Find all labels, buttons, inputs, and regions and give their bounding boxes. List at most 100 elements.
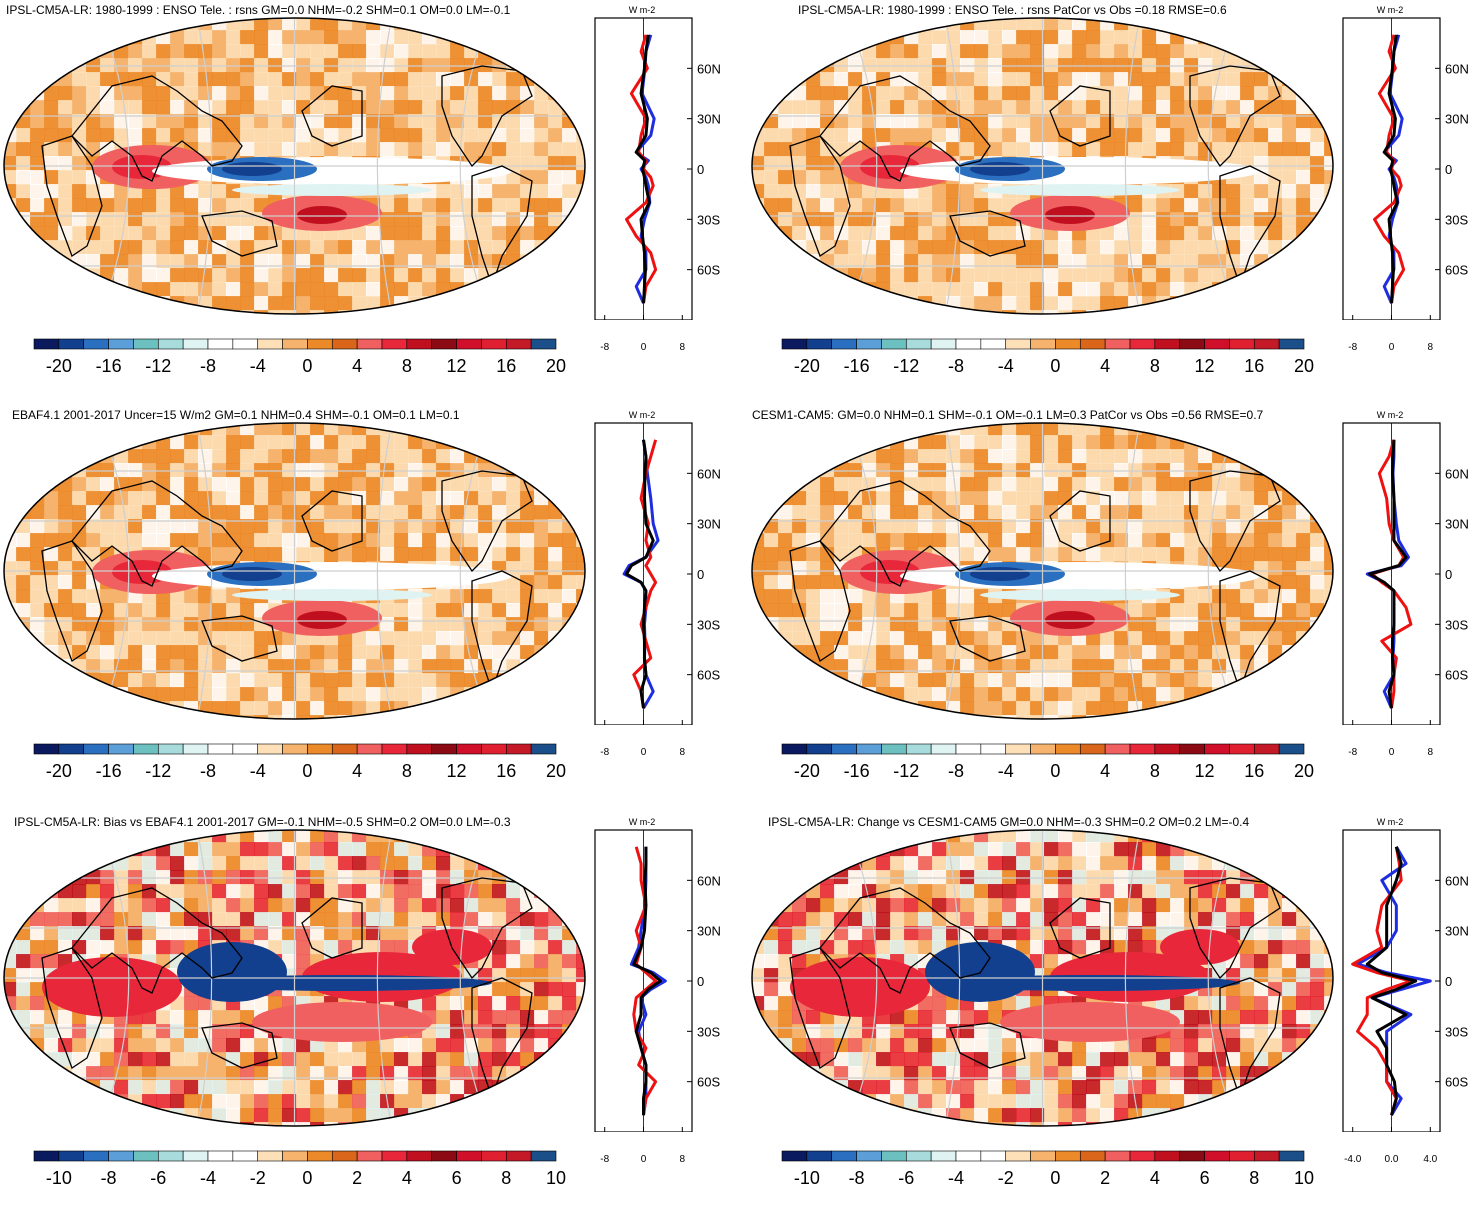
- zonal-lat-tick: 0: [697, 567, 704, 582]
- colorbar-swatch: [1254, 339, 1279, 349]
- colorbar-swatch: [1155, 339, 1180, 349]
- colorbar-swatch: [357, 1151, 382, 1161]
- colorbar-label: -16: [844, 761, 870, 781]
- colorbar-swatch: [906, 1151, 931, 1161]
- zonal-lat-tick: 30N: [697, 924, 721, 939]
- colorbar-swatch: [1254, 1151, 1279, 1161]
- colorbar-swatch: [782, 744, 807, 754]
- zonal-lat-tick: 30S: [1445, 212, 1468, 227]
- zonal-x-tick: 0: [641, 342, 647, 353]
- colorbar-swatch: [1055, 744, 1080, 754]
- colorbar-swatch: [183, 1151, 208, 1161]
- zonal-lat-tick: 30S: [1445, 617, 1468, 632]
- colorbar-swatch: [881, 744, 906, 754]
- colorbar-swatch: [283, 339, 308, 349]
- colorbar-label: -12: [893, 761, 919, 781]
- colorbar-label: -20: [46, 356, 72, 376]
- colorbar-label: -6: [898, 1168, 914, 1188]
- zonal-lat-tick: 30N: [697, 517, 721, 532]
- zonal-lat-tick: 60N: [697, 61, 721, 76]
- zonal-lat-tick: 60S: [1445, 1075, 1468, 1090]
- zonal-unit-label: W m-2: [629, 410, 656, 420]
- colorbar-swatch: [1006, 744, 1031, 754]
- panel-title: IPSL-CM5A-LR: Bias vs EBAF4.1 2001-2017 …: [14, 815, 511, 829]
- colorbar-swatch: [1229, 744, 1254, 754]
- colorbar-swatch: [407, 339, 432, 349]
- colorbar-swatch: [931, 339, 956, 349]
- colorbar-swatch: [807, 1151, 832, 1161]
- colorbar-swatch: [1155, 1151, 1180, 1161]
- colorbar-swatch: [782, 339, 807, 349]
- colorbar-swatch: [109, 744, 134, 754]
- zonal-lat-tick: 30S: [697, 617, 720, 632]
- colorbar-swatch: [382, 744, 407, 754]
- colorbar-swatch: [981, 339, 1006, 349]
- colorbar-label: 0: [1050, 356, 1060, 376]
- colorbar-swatch: [1105, 1151, 1130, 1161]
- colorbar-swatch: [84, 1151, 109, 1161]
- zonal-x-tick: -8: [1348, 342, 1357, 353]
- colorbar-swatch: [1229, 1151, 1254, 1161]
- panel-title: CESM1-CAM5: GM=0.0 NHM=0.1 SHM=-0.1 OM=-…: [752, 408, 1263, 422]
- colorbar-label: -8: [200, 356, 216, 376]
- colorbar-swatch: [457, 744, 482, 754]
- zonal-lat-tick: 0: [1445, 567, 1452, 582]
- colorbar-swatch: [1130, 339, 1155, 349]
- colorbar-swatch: [956, 744, 981, 754]
- colorbar-swatch: [332, 744, 357, 754]
- zonal-x-tick: 8: [680, 342, 686, 353]
- colorbar-label: 0: [302, 1168, 312, 1188]
- colorbar-swatch: [457, 1151, 482, 1161]
- zonal-lat-tick: 30N: [697, 112, 721, 127]
- colorbar-swatch: [881, 1151, 906, 1161]
- colorbar-swatch: [59, 744, 84, 754]
- colorbar-swatch: [208, 744, 233, 754]
- zonal-lat-tick: 60S: [1445, 263, 1468, 278]
- colorbar-swatch: [1254, 744, 1279, 754]
- robinson-map: [750, 828, 1335, 1128]
- colorbar-swatch: [1031, 1151, 1056, 1161]
- colorbar-swatch: [481, 339, 506, 349]
- colorbar-swatch: [881, 339, 906, 349]
- zonal-lat-tick: 30S: [1445, 1024, 1468, 1039]
- colorbar-swatch: [906, 339, 931, 349]
- colorbar-label: -20: [794, 761, 820, 781]
- colorbar-label: -4: [250, 356, 266, 376]
- colorbar-label: -12: [145, 356, 171, 376]
- colorbar-label: 12: [447, 356, 467, 376]
- colorbar-label: 0: [302, 356, 312, 376]
- colorbar-label: 2: [1100, 1168, 1110, 1188]
- zonal-x-tick: 8: [680, 1154, 686, 1165]
- zonal-x-tick: -8: [600, 342, 609, 353]
- colorbar-label: 16: [1244, 761, 1264, 781]
- colorbar-label: 4: [1150, 1168, 1160, 1188]
- colorbar-swatch: [1105, 339, 1130, 349]
- panel-title: IPSL-CM5A-LR: 1980-1999 : ENSO Tele. : r…: [6, 3, 510, 17]
- colorbar-label: -4: [998, 356, 1014, 376]
- colorbar-label: -4: [948, 1168, 964, 1188]
- colorbar-swatch: [208, 339, 233, 349]
- colorbar-swatch: [34, 744, 59, 754]
- colorbar-label: 8: [402, 761, 412, 781]
- colorbar-label: -20: [794, 356, 820, 376]
- colorbar-swatch: [34, 1151, 59, 1161]
- colorbar-swatch: [832, 339, 857, 349]
- colorbar-label: -12: [145, 761, 171, 781]
- colorbar-swatch: [807, 744, 832, 754]
- zonal-x-tick: 0.0: [1385, 1154, 1399, 1165]
- colorbar-swatch: [407, 744, 432, 754]
- colorbar-label: -8: [101, 1168, 117, 1188]
- colorbar-swatch: [506, 339, 531, 349]
- zonal-series-red: [1353, 847, 1411, 1115]
- colorbar-label: 0: [1050, 761, 1060, 781]
- zonal-x-tick: 4.0: [1423, 1154, 1437, 1165]
- zonal-lat-tick: 30N: [1445, 924, 1469, 939]
- colorbar-swatch: [109, 339, 134, 349]
